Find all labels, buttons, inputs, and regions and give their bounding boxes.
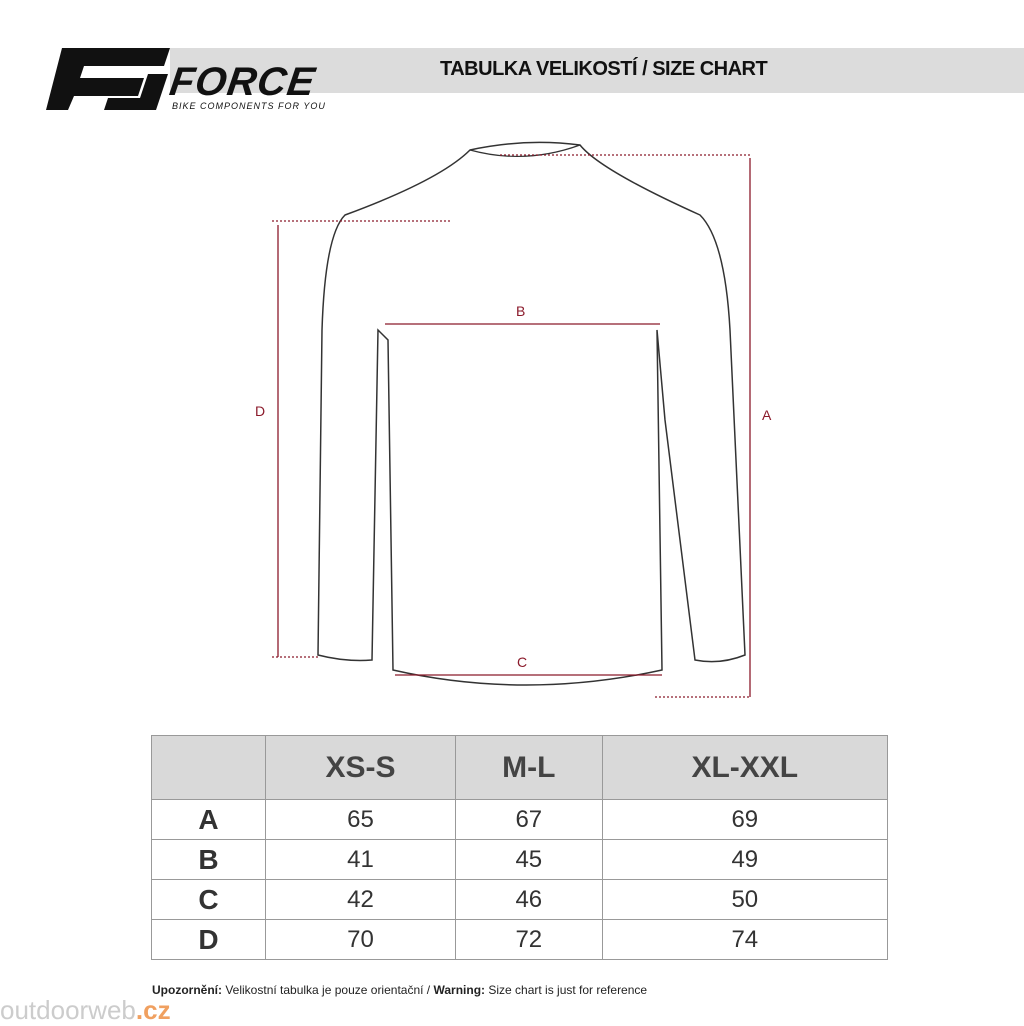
header-xs-s: XS-S — [264, 735, 457, 800]
table-row: C 42 46 50 — [151, 879, 889, 920]
table-row: B 41 45 49 — [151, 839, 889, 880]
warning-note: Upozornění: Velikostní tabulka je pouze … — [152, 983, 647, 997]
watermark-tld: .cz — [135, 995, 171, 1025]
label-d: D — [255, 403, 265, 419]
cell: 42 — [264, 879, 457, 920]
row-label: A — [151, 799, 266, 840]
cell: 72 — [455, 919, 603, 960]
warning-cz-text: Velikostní tabulka je pouze orientační / — [222, 983, 434, 997]
warning-cz-label: Upozornění: — [152, 983, 222, 997]
watermark: outdoorweb.cz — [0, 995, 171, 1026]
shirt-diagram: A D B C — [255, 141, 772, 698]
title-banner — [170, 48, 1024, 93]
cell: 41 — [264, 839, 457, 880]
cell: 46 — [455, 879, 603, 920]
label-a: A — [762, 407, 772, 423]
cell: 70 — [264, 919, 457, 960]
cell: 50 — [601, 879, 889, 920]
table-row: A 65 67 69 — [151, 799, 889, 840]
cell: 49 — [601, 839, 889, 880]
warning-en-text: Size chart is just for reference — [485, 983, 648, 997]
row-label: C — [151, 879, 266, 920]
cell: 69 — [601, 799, 889, 840]
table-row: D 70 72 74 — [151, 919, 889, 960]
cell: 65 — [264, 799, 457, 840]
cell: 67 — [455, 799, 603, 840]
table-header-row: XS-S M-L XL-XXL — [151, 735, 889, 800]
row-label: D — [151, 919, 266, 960]
label-b: B — [516, 303, 525, 319]
brand-tagline: BIKE COMPONENTS FOR YOU — [172, 101, 326, 111]
watermark-main: outdoorweb — [0, 995, 136, 1025]
cell: 74 — [601, 919, 889, 960]
cell: 45 — [455, 839, 603, 880]
warning-en-label: Warning: — [433, 983, 486, 997]
label-c: C — [517, 654, 527, 670]
header-m-l: M-L — [455, 735, 603, 800]
page-title: TABULKA VELIKOSTÍ / SIZE CHART — [440, 58, 768, 80]
header-xl-xxl: XL-XXL — [601, 735, 889, 800]
header-empty — [151, 735, 266, 800]
row-label: B — [151, 839, 266, 880]
shirt-outline — [317, 141, 746, 686]
size-table: XS-S M-L XL-XXL A 65 67 69 B 41 45 49 C 42 46 50 … — [151, 735, 889, 960]
force-logo-icon — [46, 48, 170, 110]
